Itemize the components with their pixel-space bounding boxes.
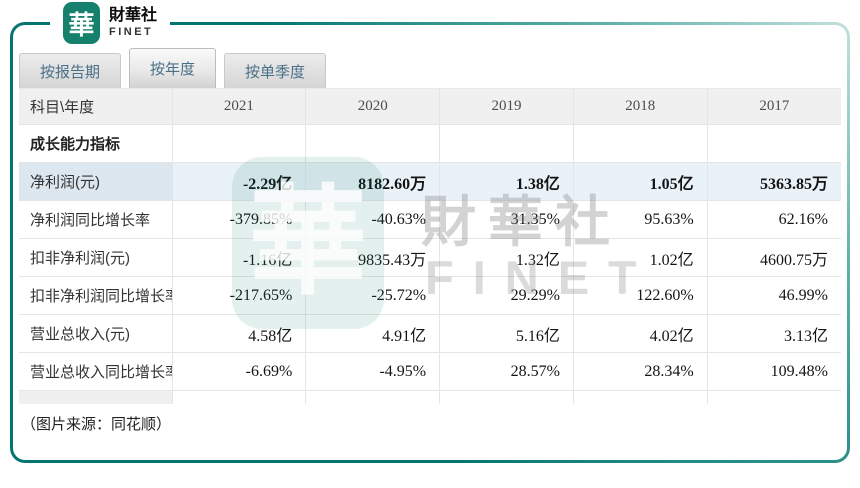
table-row-total-revenue: 营业总收入(元) 4.58亿 4.91亿 5.16亿 4.02亿 3.13亿: [19, 314, 841, 353]
table-cell: 4.58亿: [172, 314, 307, 353]
content-panel: 按报告期 按年度 按单季度 科目\年度 2021 2020 2019 2018 …: [10, 22, 850, 463]
table-cell: [573, 124, 708, 163]
row-label: 营业总收入同比增长率: [19, 352, 173, 391]
row-label: 净利润同比增长率: [19, 200, 173, 239]
table-cell: 1.05亿: [573, 162, 708, 201]
table-cell: 4.02亿: [573, 314, 708, 353]
table-cell: 31.35%: [439, 200, 574, 239]
header-2018: 2018: [573, 88, 708, 125]
table-row-net-profit-growth: 净利润同比增长率 -379.85% -40.63% 31.35% 95.63% …: [19, 200, 841, 239]
table-cell: 46.99%: [707, 276, 841, 315]
table-cell: 62.16%: [707, 200, 841, 239]
table-cell: -1.16亿: [172, 238, 307, 277]
tab-by-year[interactable]: 按年度: [129, 48, 217, 88]
header-2019: 2019: [439, 88, 574, 125]
table-cell: 122.60%: [573, 276, 708, 315]
header-2017: 2017: [707, 88, 841, 125]
table-cell: 109.48%: [707, 352, 841, 391]
row-label: 净利润(元): [19, 162, 173, 201]
header-subject-year: 科目\年度: [19, 88, 173, 125]
table-cell: -25.72%: [305, 276, 441, 315]
table-cell: -4.95%: [305, 352, 441, 391]
finet-logo: 華 財華社 FINET: [50, 0, 171, 46]
table-cell: 29.29%: [439, 276, 574, 315]
table-cell: 1.32亿: [439, 238, 574, 277]
tab-by-report-period[interactable]: 按报告期: [19, 53, 122, 88]
financial-table: 科目\年度 2021 2020 2019 2018 2017 成长能力指标: [19, 88, 841, 404]
row-label: 扣非净利润同比增长率: [19, 276, 173, 315]
table-cell: 28.34%: [573, 352, 708, 391]
row-label: 成长能力指标: [19, 124, 173, 163]
table-cell: 5363.85万: [707, 162, 841, 201]
table-row-cutoff: [19, 390, 841, 404]
table-cell: -40.63%: [305, 200, 441, 239]
row-label: 扣非净利润(元): [19, 238, 173, 277]
table-row-net-profit: 净利润(元) -2.29亿 8182.60万 1.38亿 1.05亿 5363.…: [19, 162, 841, 201]
table-cell: 28.57%: [439, 352, 574, 391]
table-cell: 1.38亿: [439, 162, 574, 201]
table-cell: 5.16亿: [439, 314, 574, 353]
table-cell: 9835.43万: [305, 238, 441, 277]
table-cell: [439, 124, 574, 163]
table-cell: 1.02亿: [573, 238, 708, 277]
panel-inner: 按报告期 按年度 按单季度 科目\年度 2021 2020 2019 2018 …: [13, 25, 847, 460]
table-cell: [172, 124, 307, 163]
header-2020: 2020: [305, 88, 441, 125]
finet-logo-icon: 華: [63, 2, 100, 44]
table-cell: 4600.75万: [707, 238, 841, 277]
table-cell: 3.13亿: [707, 314, 841, 353]
table-row-total-revenue-growth: 营业总收入同比增长率 -6.69% -4.95% 28.57% 28.34% 1…: [19, 352, 841, 391]
header-2021: 2021: [172, 88, 307, 125]
logo-name: 財華社: [109, 7, 158, 25]
table-cell: -2.29亿: [172, 162, 307, 201]
table-cell: 4.91亿: [305, 314, 441, 353]
table-cell: -217.65%: [172, 276, 307, 315]
table-row-deducted-net-profit-growth: 扣非净利润同比增长率 -217.65% -25.72% 29.29% 122.6…: [19, 276, 841, 315]
table-cell: [305, 124, 441, 163]
tab-bar: 按报告期 按年度 按单季度: [19, 48, 847, 88]
row-label: 营业总收入(元): [19, 314, 173, 353]
table-cell: 8182.60万: [305, 162, 441, 201]
table-row-growth-section: 成长能力指标: [19, 124, 841, 163]
table-row-deducted-net-profit: 扣非净利润(元) -1.16亿 9835.43万 1.32亿 1.02亿 460…: [19, 238, 841, 277]
table-cell: 95.63%: [573, 200, 708, 239]
logo-subname: FINET: [109, 25, 154, 38]
table-cell: -6.69%: [172, 352, 307, 391]
tab-by-single-quarter[interactable]: 按单季度: [224, 53, 327, 88]
table-cell: [707, 124, 841, 163]
image-source-note: （图片来源：同花顺）: [21, 415, 172, 433]
table-cell: -379.85%: [172, 200, 307, 239]
table-header-row: 科目\年度 2021 2020 2019 2018 2017: [19, 88, 841, 125]
